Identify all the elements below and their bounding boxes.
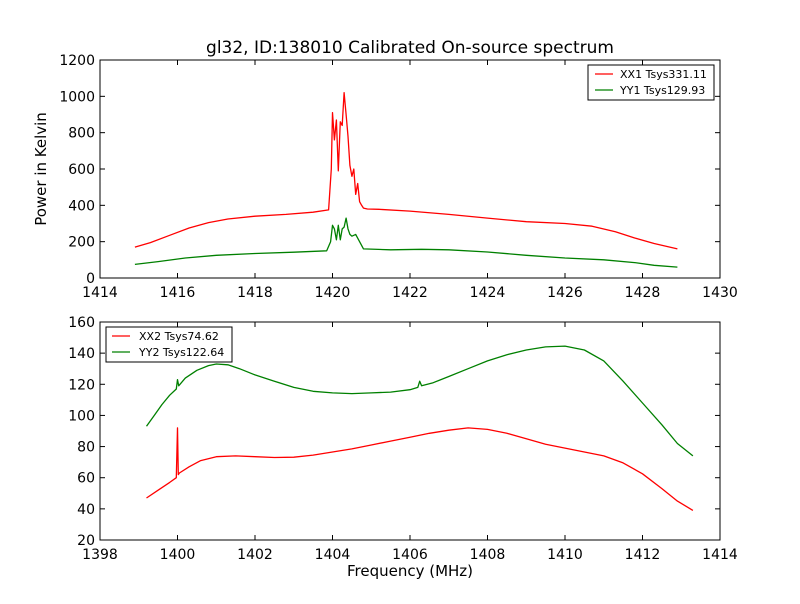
y-tick-label: 60	[77, 471, 95, 487]
x-tick-label: 1404	[315, 547, 351, 563]
y-tick-label: 100	[68, 408, 95, 424]
x-axis-label: Frequency (MHz)	[347, 562, 473, 580]
x-tick-label: 1412	[625, 547, 661, 563]
x-tick-label: 1400	[160, 547, 196, 563]
legend-label-xx1: XX1 Tsys331.11	[620, 68, 707, 81]
x-tick-label: 1424	[470, 285, 506, 301]
x-tick-label: 1416	[160, 285, 196, 301]
legend-box	[105, 326, 233, 363]
plot-area-frame	[99, 59, 721, 279]
y-tick-label: 80	[77, 440, 95, 456]
plot-area-frame	[99, 321, 721, 541]
chart-title: gl32, ID:138010 Calibrated On-source spe…	[206, 38, 614, 58]
y-tick-label: 20	[77, 533, 95, 549]
series-line-xx1	[134, 92, 678, 250]
legend-label-yy2: YY2 Tsys122.64	[138, 346, 224, 359]
y-tick-label: 40	[77, 502, 95, 518]
x-tick-label: 1406	[392, 547, 428, 563]
y-tick-label: 200	[68, 235, 95, 251]
y-tick-label: 140	[68, 346, 95, 362]
x-tick-label: 1408	[470, 547, 506, 563]
x-tick-label: 1402	[237, 547, 273, 563]
y-tick-label: 1200	[59, 53, 95, 69]
y-tick-label: 400	[68, 198, 95, 214]
x-tick-label: 1422	[392, 285, 428, 301]
y-tick-label: 120	[68, 377, 95, 393]
x-tick-label: 1420	[315, 285, 351, 301]
legend: XX2 Tsys74.62 YY2 Tsys122.64	[105, 326, 233, 363]
x-tick-label: 1418	[237, 285, 273, 301]
y-tick-label: 800	[68, 126, 95, 142]
x-tick-label: 1428	[625, 285, 661, 301]
x-tick-label: 1414	[702, 547, 738, 563]
y-tick-label: 0	[86, 271, 95, 287]
legend-box	[587, 64, 715, 101]
x-tick-label: 1414	[82, 285, 118, 301]
y-tick-label: 1000	[59, 89, 95, 105]
bottom-panel: Frequency (MHz) 1398 1400 1402 1404 1406 1408…	[68, 315, 738, 580]
y-tick-label: 160	[68, 315, 95, 331]
series-line-xx2	[146, 427, 694, 511]
x-tick-label: 1410	[547, 547, 583, 563]
series-line-yy1	[134, 217, 678, 268]
top-panel: gl32, ID:138010 Calibrated On-source spe…	[32, 38, 738, 301]
x-tick-label: 1398	[82, 547, 118, 563]
legend-label-xx2: XX2 Tsys74.62	[139, 330, 219, 343]
legend-label-yy1: YY1 Tsys129.93	[619, 84, 705, 97]
legend: XX1 Tsys331.11 YY1 Tsys129.93	[587, 64, 715, 101]
y-axis-label: Power in Kelvin	[32, 112, 50, 226]
x-tick-label: 1426	[547, 285, 583, 301]
x-tick-label: 1430	[702, 285, 738, 301]
y-tick-label: 600	[68, 162, 95, 178]
series-line-yy2	[145, 345, 694, 457]
